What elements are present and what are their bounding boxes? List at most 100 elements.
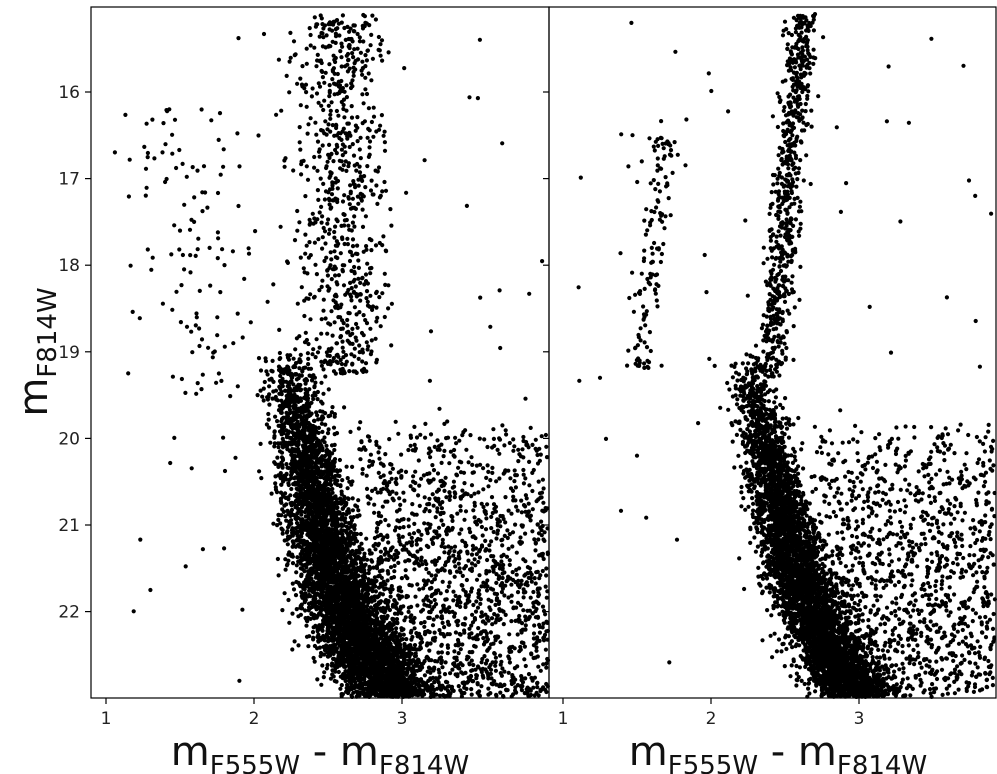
ms-point xyxy=(371,607,376,612)
ms-point xyxy=(329,410,334,415)
ms-point xyxy=(291,587,297,592)
ms-point xyxy=(327,603,332,609)
ms-point xyxy=(342,608,347,613)
ms-point xyxy=(344,464,349,469)
ms-point xyxy=(303,387,308,392)
ms-point xyxy=(285,562,290,567)
ms-point xyxy=(306,573,311,578)
ms-point xyxy=(338,686,343,691)
ms-point xyxy=(294,514,299,519)
ms-point xyxy=(349,615,354,620)
ms-point xyxy=(277,356,282,362)
ms-point xyxy=(258,368,264,373)
ms-point xyxy=(341,506,346,511)
ms-point xyxy=(299,602,304,607)
ms-point xyxy=(269,491,274,496)
ms-point xyxy=(361,557,366,562)
ms-point xyxy=(306,553,311,558)
ms-point xyxy=(341,672,346,677)
ms-point xyxy=(318,571,324,576)
ms-point xyxy=(327,560,332,565)
ms-point xyxy=(306,644,311,649)
ms-point xyxy=(301,556,307,561)
ms-point xyxy=(261,398,266,403)
ms-point xyxy=(372,621,377,626)
ms-point xyxy=(336,549,341,554)
ms-point xyxy=(328,607,334,612)
ms-point xyxy=(345,536,350,541)
ms-point xyxy=(422,673,427,678)
ms-point xyxy=(313,555,318,560)
ms-point xyxy=(332,516,337,522)
ms-point xyxy=(342,664,347,669)
ms-point xyxy=(350,548,355,554)
ms-point xyxy=(339,492,344,497)
ms-point xyxy=(380,504,385,509)
ms-point xyxy=(326,498,331,503)
ms-point xyxy=(321,457,326,462)
ms-point xyxy=(342,619,347,624)
ms-point xyxy=(293,593,299,598)
ms-point xyxy=(289,397,294,402)
ms-point xyxy=(290,581,295,586)
ms-point xyxy=(357,513,362,518)
ms-point xyxy=(294,538,299,543)
ms-point xyxy=(298,398,304,403)
ms-point xyxy=(318,654,323,659)
ms-point xyxy=(321,391,326,396)
ms-point xyxy=(346,586,352,591)
ms-point xyxy=(296,614,301,619)
ms-point xyxy=(337,656,342,661)
ms-point xyxy=(397,638,402,644)
ms-point xyxy=(302,460,308,465)
ms-point xyxy=(309,378,315,383)
ms-point xyxy=(337,639,342,645)
ms-point xyxy=(289,419,294,424)
ms-point xyxy=(332,442,337,447)
ms-point xyxy=(286,370,291,375)
ms-point xyxy=(323,510,328,516)
ms-point xyxy=(366,685,371,691)
ms-point xyxy=(326,427,331,432)
ms-point xyxy=(294,494,299,500)
ms-point xyxy=(291,458,296,463)
ms-point xyxy=(296,506,301,512)
ms-point xyxy=(340,564,345,569)
ms-point xyxy=(276,517,281,523)
ms-point xyxy=(296,580,301,586)
ms-point xyxy=(379,676,384,682)
ms-point xyxy=(322,582,327,587)
ms-point xyxy=(383,546,388,552)
ms-point xyxy=(294,377,299,382)
ms-point xyxy=(306,601,312,606)
ms-point xyxy=(324,443,329,448)
ms-point xyxy=(305,413,310,418)
ms-point xyxy=(284,435,289,440)
ms-point xyxy=(358,531,363,537)
ms-point xyxy=(304,623,309,628)
ms-point xyxy=(355,690,361,695)
ms-point xyxy=(266,417,271,422)
ms-point xyxy=(378,599,384,604)
ms-point xyxy=(318,475,323,480)
ms-point xyxy=(346,565,351,571)
ms-point xyxy=(306,549,311,554)
ms-point xyxy=(320,628,325,633)
ms-point xyxy=(418,688,423,693)
ms-point xyxy=(292,425,297,430)
ms-point xyxy=(331,656,336,662)
ms-point xyxy=(313,475,318,480)
ms-point xyxy=(319,464,324,469)
ms-point xyxy=(289,452,294,457)
ms-point xyxy=(279,381,284,386)
ms-point xyxy=(296,559,301,564)
ms-point xyxy=(297,366,302,371)
ms-point xyxy=(366,608,371,613)
ms-point xyxy=(311,637,316,642)
ms-point xyxy=(337,545,342,551)
ms-point xyxy=(332,457,338,462)
ms-point xyxy=(315,646,320,651)
ms-point xyxy=(337,457,342,463)
ms-point xyxy=(283,567,288,572)
ms-point xyxy=(311,396,316,402)
